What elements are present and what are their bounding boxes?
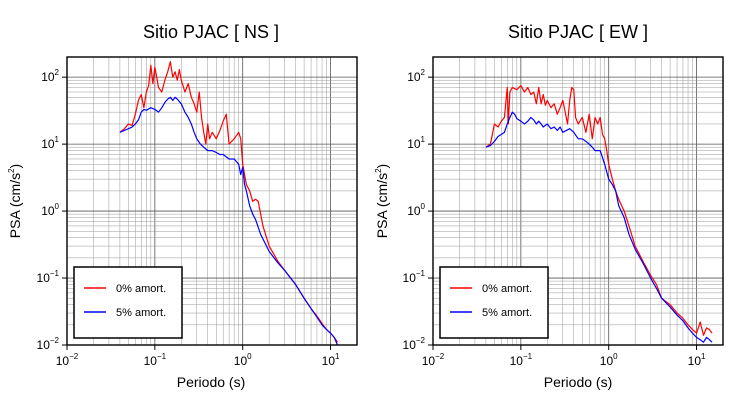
y-tick-label: 101 [41, 135, 59, 151]
chart-title: Sitio PJAC [ NS ] [143, 22, 279, 42]
series-line-damped [485, 111, 713, 343]
x-tick-label: 10−1 [144, 352, 167, 368]
x-tick-label: 101 [688, 352, 706, 368]
y-tick-label: 102 [41, 68, 59, 84]
series-line-damped [119, 96, 339, 346]
legend-box [439, 266, 549, 339]
legend-box [73, 266, 183, 339]
y-axis-label: PSA (cm/s2) [7, 164, 23, 238]
x-axis-label: Periodo (s) [544, 374, 612, 390]
x-tick-label: 101 [322, 352, 340, 368]
x-tick-label: 100 [600, 352, 618, 368]
y-tick-label: 10−1 [37, 269, 60, 285]
chart-panel-ew: 10−2 10−1 100 101 10−2 10−1 100 101 102 Sitio PJA… [374, 22, 724, 390]
grid [66, 56, 358, 346]
y-tick-label: 100 [407, 202, 425, 218]
legend-label: 5% amort. [482, 307, 532, 319]
x-tick-label: 10−2 [422, 352, 445, 368]
legend-label: 0% amort. [482, 283, 532, 295]
series-line-undamped [119, 61, 339, 343]
x-tick-label: 10−2 [56, 352, 79, 368]
legend: 0% amort. 5% amort. [73, 266, 183, 339]
legend: 0% amort. 5% amort. [439, 266, 549, 339]
legend-label: 5% amort. [116, 307, 166, 319]
y-axis-label: PSA (cm/s2) [374, 164, 390, 238]
x-tick-label: 10−1 [510, 352, 533, 368]
y-tick-label: 102 [407, 68, 425, 84]
y-tick-label: 101 [407, 135, 425, 151]
plot-frame [432, 56, 724, 346]
y-tick-label: 10−2 [37, 336, 60, 352]
x-tick-label: 100 [234, 352, 252, 368]
x-axis-label: Periodo (s) [177, 374, 245, 390]
y-tick-label: 10−2 [403, 336, 426, 352]
y-tick-label: 10−1 [403, 269, 426, 285]
y-tick-label: 100 [41, 202, 59, 218]
chart-title: Sitio PJAC [ EW ] [508, 22, 648, 42]
plot-frame [66, 56, 358, 346]
legend-label: 0% amort. [116, 283, 166, 295]
chart-panel-ns: 10−2 10−1 100 101 10−2 10−1 100 101 102 Sitio PJA… [7, 22, 358, 390]
